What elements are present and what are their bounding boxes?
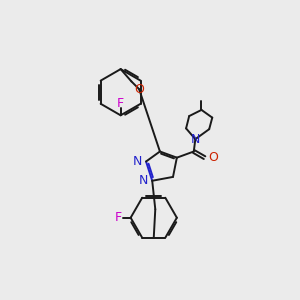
- Text: O: O: [208, 151, 218, 164]
- Text: N: N: [139, 174, 148, 187]
- Text: F: F: [115, 211, 122, 224]
- Text: N: N: [133, 155, 142, 168]
- Text: O: O: [134, 82, 144, 96]
- Text: F: F: [117, 97, 124, 110]
- Text: N: N: [190, 133, 200, 146]
